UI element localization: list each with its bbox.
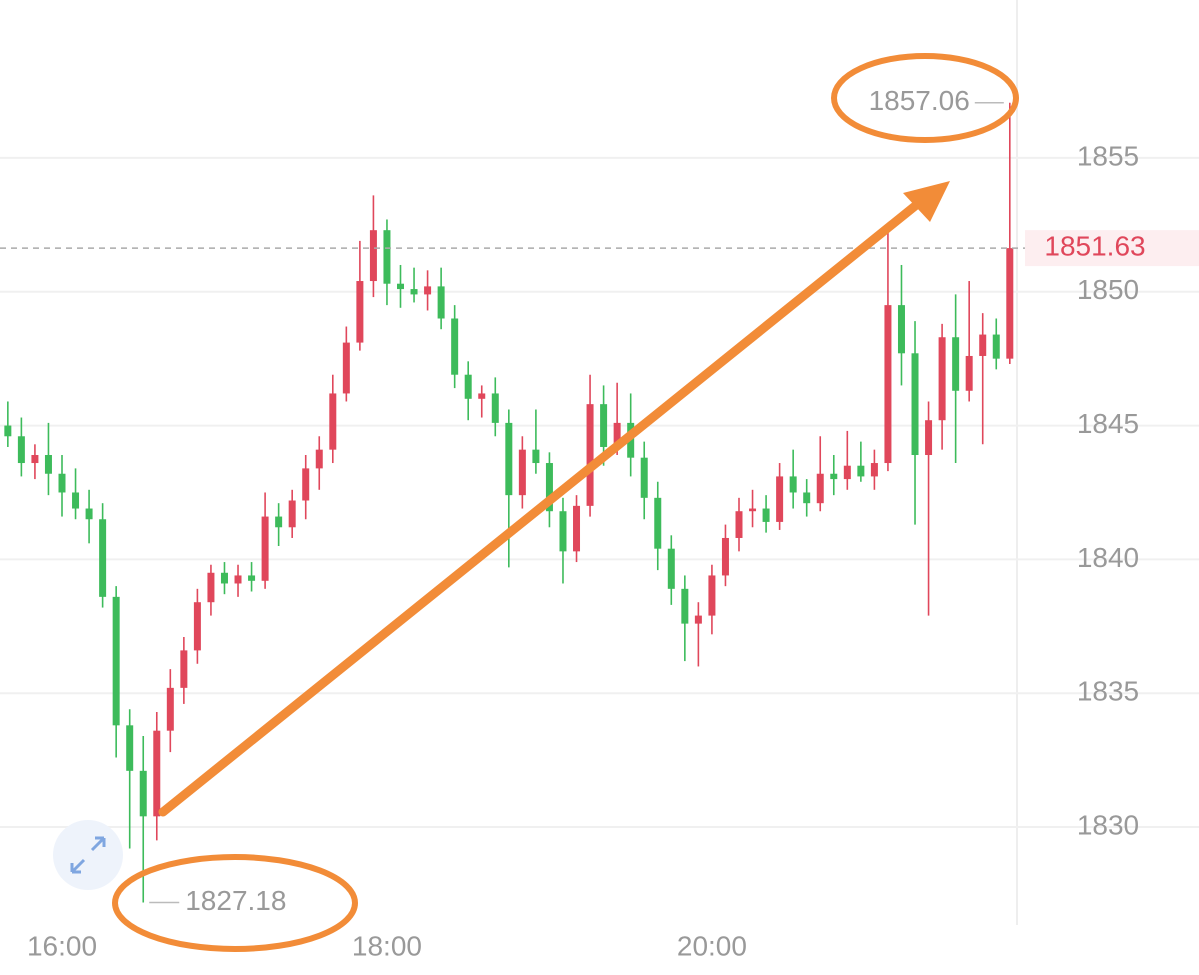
candle-body: [315, 449, 323, 469]
x-tick-label: 16:00: [27, 930, 97, 961]
candle-body: [708, 575, 716, 616]
candle-body: [261, 516, 269, 581]
candle-body: [17, 436, 25, 464]
candle-body: [749, 508, 757, 512]
candle-body: [99, 519, 107, 597]
candle-body: [816, 473, 824, 504]
candle-body: [721, 537, 729, 576]
candle-body: [451, 318, 459, 375]
highlight-ellipse: [112, 854, 358, 952]
y-tick-label: 1845: [1077, 408, 1139, 439]
candle-body: [776, 476, 784, 522]
candle-body: [979, 334, 987, 356]
candle-body: [72, 492, 80, 509]
candle-body: [586, 404, 594, 506]
candle-body: [762, 508, 770, 522]
candle-body: [505, 422, 513, 496]
candle-body: [613, 422, 621, 447]
candle-body: [897, 305, 905, 354]
candle-body: [532, 449, 540, 464]
candle-body: [559, 511, 567, 552]
candle-body: [789, 476, 797, 493]
arrow-head: [903, 181, 950, 222]
candle-body: [193, 602, 201, 651]
candle-body: [667, 548, 675, 589]
max-label: 1857.06: [869, 85, 970, 116]
candle-body: [180, 650, 188, 688]
candle-body: [681, 588, 689, 624]
candle-body: [234, 575, 242, 584]
candle-body: [85, 508, 93, 520]
candle-body: [126, 725, 134, 771]
candle-body: [464, 374, 472, 399]
candle-body: [248, 575, 256, 581]
candle-body: [166, 687, 174, 731]
candle-body: [302, 468, 310, 501]
min-label: 1827.18: [185, 885, 286, 916]
candle-body: [884, 305, 892, 464]
candle-body: [410, 289, 418, 295]
y-tick-label: 1840: [1077, 542, 1139, 573]
candle-body: [329, 393, 337, 450]
candle-body: [694, 615, 702, 624]
expand-button[interactable]: [53, 820, 123, 890]
candle-body: [518, 449, 526, 496]
candle-body: [1006, 248, 1014, 359]
candle-body: [369, 230, 377, 282]
candle-body: [952, 337, 960, 391]
candle-body: [491, 393, 499, 423]
x-tick-label: 18:00: [352, 930, 422, 961]
candle-body: [383, 230, 391, 284]
candle-body: [803, 492, 811, 504]
candle-body: [911, 353, 919, 456]
last-price-label: 1851.63: [1044, 231, 1145, 262]
plot: 1830 1835 1840 1845 1850 1855 16:00 18:00 20:00 1…: [0, 85, 1199, 961]
candle-body: [573, 505, 581, 552]
last-price-box: [1025, 230, 1199, 267]
candle-body: [139, 770, 147, 817]
x-tick-label: 20:00: [677, 930, 747, 961]
candle-body: [925, 420, 933, 456]
candle-body: [857, 465, 865, 477]
candle-body: [397, 283, 404, 290]
candle-body: [112, 596, 120, 726]
y-tick-label: 1850: [1077, 274, 1139, 305]
candle-body: [640, 457, 648, 498]
candle-body: [735, 511, 743, 538]
candle-body: [830, 473, 838, 480]
candle-body: [4, 425, 12, 437]
y-tick-label: 1855: [1077, 140, 1139, 171]
candle-body: [654, 497, 662, 549]
trend-arrow: [158, 193, 930, 817]
annotations: [112, 53, 1019, 952]
expand-icon: [70, 836, 106, 874]
candle-body: [545, 463, 553, 512]
candle-body: [992, 334, 1000, 359]
expand-circle: [53, 820, 123, 890]
y-tick-label: 1835: [1077, 676, 1139, 707]
candle-body: [207, 572, 215, 603]
candle-body: [424, 286, 432, 295]
candle-body: [843, 465, 851, 480]
candle-body: [342, 342, 350, 394]
candle-body: [965, 355, 973, 391]
candle-body: [44, 455, 52, 474]
candle-body: [870, 463, 878, 477]
candle-body: [31, 455, 39, 464]
candle-body: [437, 286, 445, 319]
candle-body: [220, 572, 228, 584]
candle-body: [288, 500, 296, 528]
candle-body: [600, 404, 608, 447]
candle-body: [153, 730, 161, 817]
candle-body: [478, 393, 486, 399]
y-tick-label: 1830: [1077, 809, 1139, 840]
candle-body: [275, 516, 283, 528]
candle-body: [58, 473, 66, 493]
highlight-ellipse: [831, 53, 1019, 143]
candle-body: [938, 337, 946, 421]
candle-body: [356, 281, 364, 343]
